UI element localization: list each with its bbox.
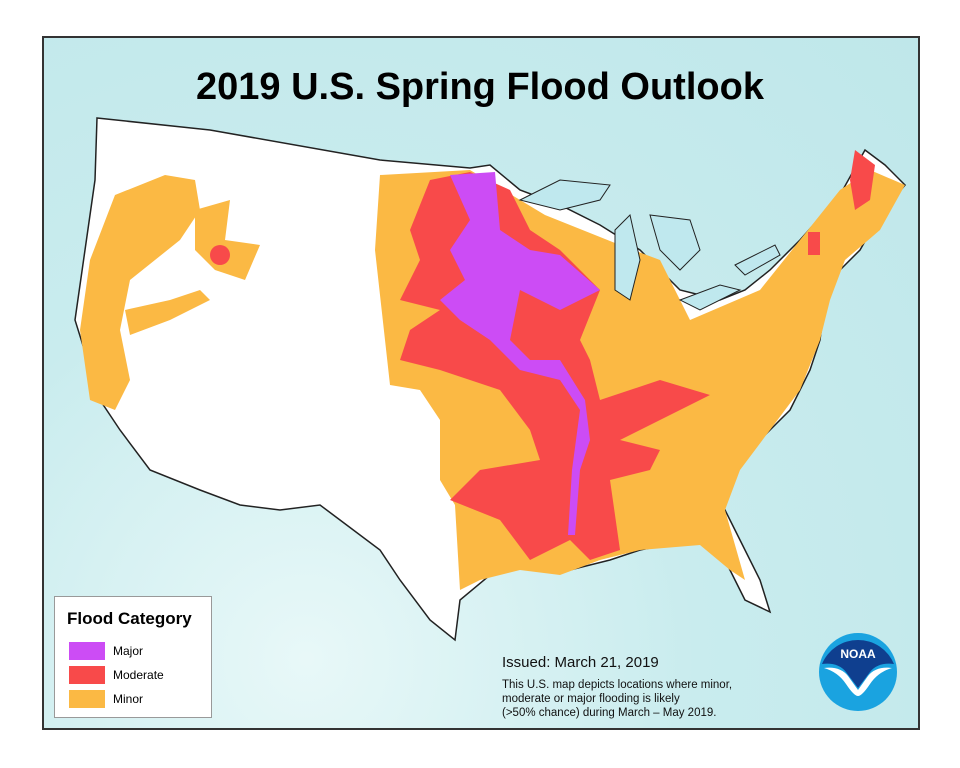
svg-text:NOAA: NOAA [840,647,876,661]
legend-swatch-moderate [69,666,105,684]
map-description: This U.S. map depicts locations where mi… [502,678,792,720]
major-flood-areas [440,172,600,535]
legend-label: Major [113,644,144,658]
noaa-logo: NOAA [819,633,897,711]
legend-item-minor: Minor [69,689,143,709]
legend: Flood Category Major Moderate Minor [54,596,212,718]
description-line: This U.S. map depicts locations where mi… [502,679,733,691]
legend-title: Flood Category [67,609,192,628]
description-line: (>50% chance) during March – May 2019. [502,707,717,719]
legend-item-moderate: Moderate [69,665,164,685]
description-line: moderate or major flooding is likely [502,693,680,705]
legend-swatch-major [69,642,105,660]
legend-label: Moderate [113,668,164,682]
legend-swatch-minor [69,690,105,708]
issued-date: Issued: March 21, 2019 [502,654,659,671]
map-title: 2019 U.S. Spring Flood Outlook [196,66,764,108]
great-lakes [518,179,781,311]
legend-item-major: Major [69,641,143,661]
legend-label: Minor [113,692,144,706]
